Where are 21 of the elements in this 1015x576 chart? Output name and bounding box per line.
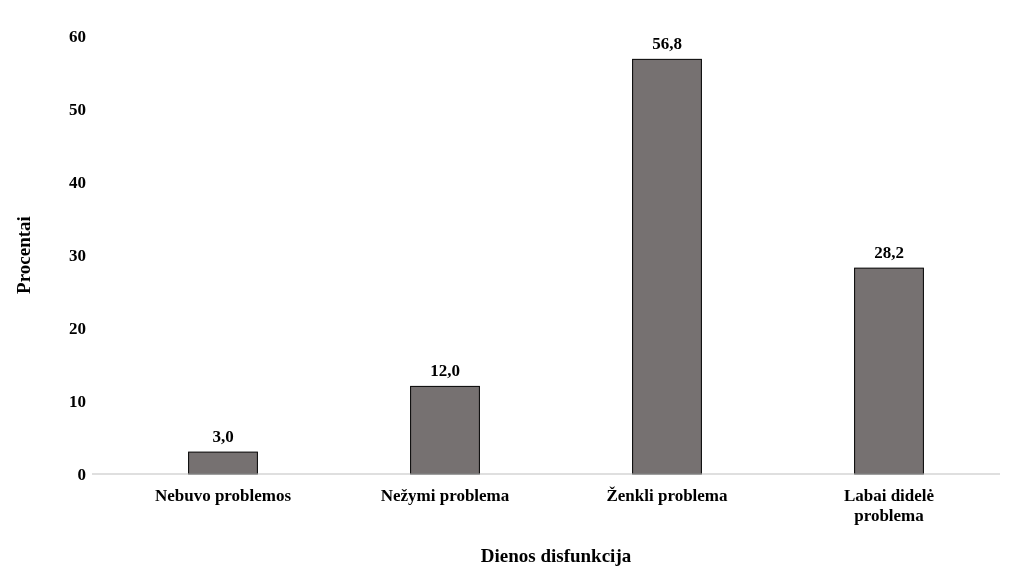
y-tick-label: 60 <box>69 26 86 46</box>
y-tick-label: 10 <box>69 391 86 411</box>
x-tick-label: Labai didelė problema <box>843 486 935 526</box>
data-label: 12,0 <box>430 361 460 381</box>
y-tick-label: 0 <box>77 464 86 484</box>
x-tick-label: Nebuvo problemos <box>154 486 292 505</box>
y-tick-label: 40 <box>69 172 86 192</box>
data-label: 56,8 <box>652 34 682 54</box>
y-tick-label: 50 <box>69 99 86 119</box>
x-tick-label: Nežymi problema <box>380 486 510 505</box>
data-label: 3,0 <box>212 427 234 447</box>
bar <box>854 267 924 475</box>
y-tick-label: 30 <box>69 245 86 265</box>
y-tick-label: 20 <box>69 318 86 338</box>
bar <box>632 58 702 475</box>
y-axis-title: Procentai <box>13 216 34 294</box>
x-axis-title: Dienos disfunkcija <box>480 545 632 566</box>
bar <box>188 451 258 475</box>
data-label: 28,2 <box>874 243 904 263</box>
x-tick-label: Ženkli problema <box>606 486 729 505</box>
bar <box>410 385 480 475</box>
